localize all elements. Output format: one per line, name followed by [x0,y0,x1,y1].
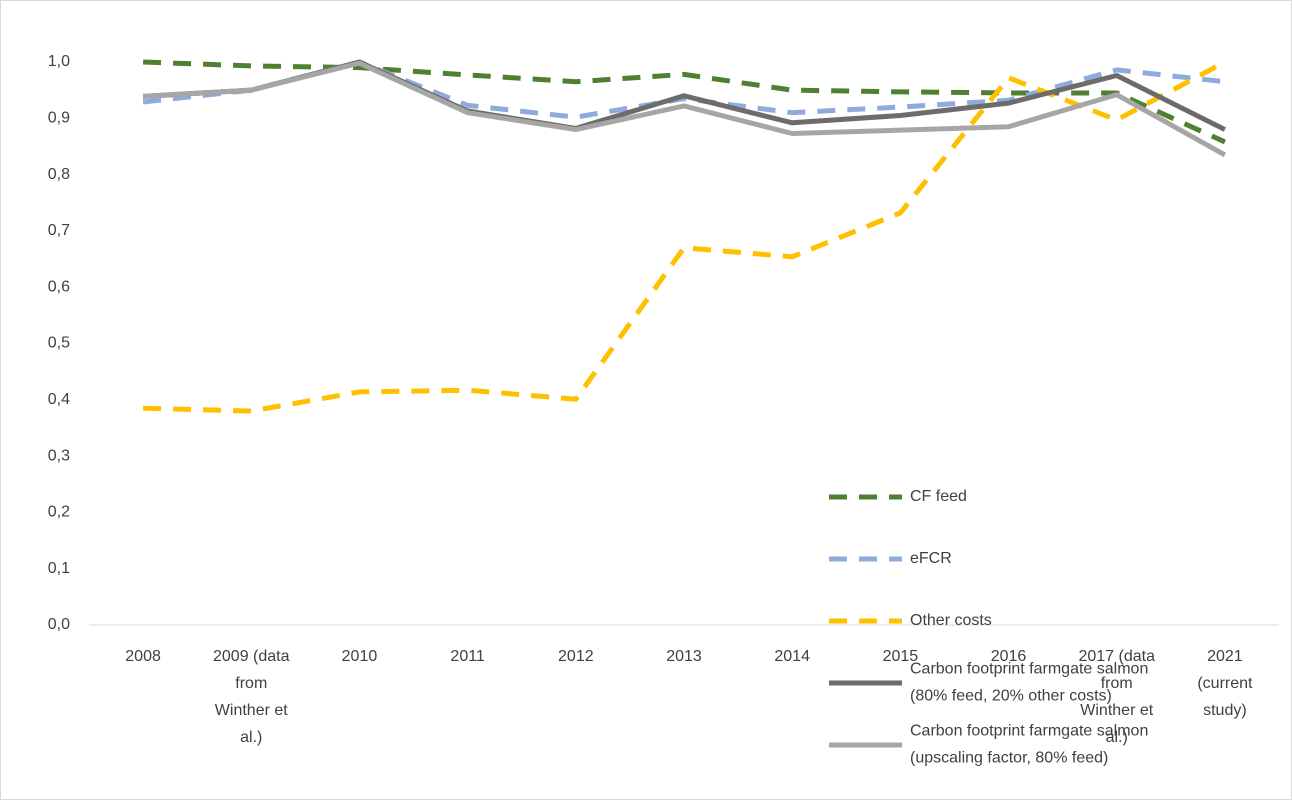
legend-label: Carbon footprint farmgate salmon (80% fee… [910,661,1148,705]
y-tick-label: 0,5 [48,335,70,352]
y-tick-label: 0,0 [48,616,70,633]
y-tick-label: 0,3 [48,447,70,464]
x-tick-label: 2017 (data from Winther et al.) [1078,648,1155,746]
y-tick-label: 0,2 [48,504,70,521]
series-line [142,60,1227,158]
x-tick-label: 2013 [666,648,702,665]
x-tick-label: 2010 [342,648,378,665]
x-tick-label: 2015 [883,648,919,665]
x-tick-label: 2011 [450,648,485,665]
y-tick-label: 0,6 [48,278,70,295]
x-tick-label: 2016 [991,648,1027,665]
x-tick-label: 2014 [774,648,810,665]
x-tick-label: 2008 [125,648,161,665]
legend-label: eFCR [910,550,952,567]
legend-label: CF feed [910,488,967,505]
x-tick-label: 2009 (data from Winther et al.) [213,648,290,746]
y-tick-label: 0,7 [48,222,70,239]
y-tick-label: 0,9 [48,110,70,127]
y-tick-label: 0,1 [48,560,70,577]
x-tick-label: 2021 (current study) [1197,648,1253,719]
x-tick-label: 2012 [558,648,594,665]
y-tick-label: 0,4 [48,391,70,408]
legend-label: Carbon footprint farmgate salmon (upscali… [910,723,1148,767]
y-tick-label: 1,0 [48,53,70,70]
y-tick-label: 0,8 [48,166,70,183]
legend-label: Other costs [910,612,992,629]
